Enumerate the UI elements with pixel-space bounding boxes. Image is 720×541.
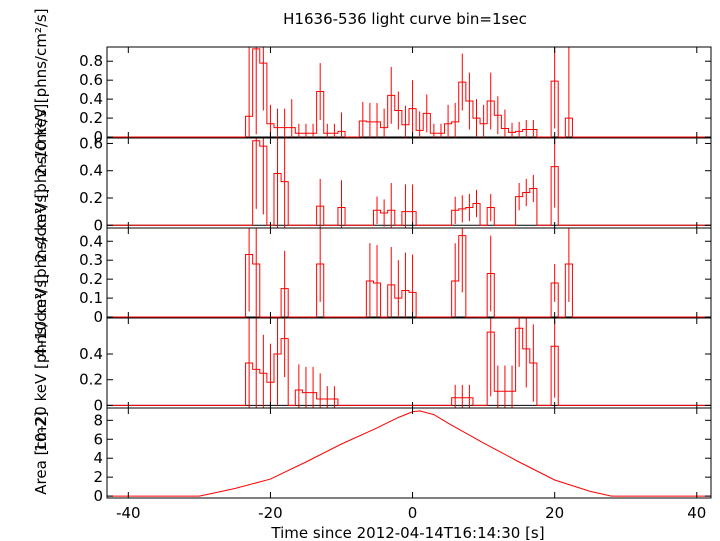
y-tick-label: 2 xyxy=(93,468,103,486)
panel-3: 0 0.2 0.4 10–20 keV [phns/cm²/s] xyxy=(32,274,712,452)
area-curve xyxy=(107,410,711,497)
x-tick-label: 20 xyxy=(545,504,564,522)
panel-data xyxy=(107,318,711,408)
panel-data xyxy=(107,47,711,138)
y-tick-label: 0.4 xyxy=(79,232,103,250)
y-tick-label: 0.3 xyxy=(79,251,103,269)
panel-frame xyxy=(106,407,712,499)
y-axis-label: 4–10 keV [phns/cm²/s] xyxy=(32,189,50,357)
panel-data xyxy=(107,228,711,318)
y-tick-label: 8 xyxy=(93,411,103,429)
y-tick-label: 0 xyxy=(93,216,103,234)
panel-2: 00.10.20.30.44–10 keV [phns/cm²/s] xyxy=(32,189,712,357)
y-tick-label: 0 xyxy=(93,487,103,505)
y-axis-label: 2–4 keV [phns/cm²/s] xyxy=(32,104,50,263)
series-step xyxy=(107,140,711,226)
x-axis-label: Time since 2012-04-14T16:14:30 [s] xyxy=(270,524,544,541)
series-step xyxy=(107,48,711,138)
panel-frame xyxy=(106,137,712,229)
x-tick-label: -40 xyxy=(116,504,141,522)
chart-title: H1636-536 light curve bin=1sec xyxy=(283,10,527,28)
series-step xyxy=(107,235,711,318)
x-tick-label: -20 xyxy=(258,504,283,522)
y-axis-label: Area [cm2] xyxy=(32,411,50,494)
y-tick-label: 0.8 xyxy=(79,52,103,70)
x-tick-label: 0 xyxy=(408,504,418,522)
y-tick-label: 0.2 xyxy=(79,270,103,288)
y-axis-label: 2–10 keV [phns/cm²/s] xyxy=(32,8,50,176)
y-tick-label: 6 xyxy=(93,430,103,448)
y-tick-label: 0.6 xyxy=(79,134,103,152)
y-tick-label: 0.4 xyxy=(79,162,103,180)
y-tick-label: 0.6 xyxy=(79,71,103,89)
y-tick-label: 0 xyxy=(93,396,103,414)
panel-frame xyxy=(106,227,712,319)
y-tick-label: 0.4 xyxy=(79,90,103,108)
panel-frame xyxy=(106,317,712,409)
panel-1: 00.20.40.62–4 keV [phns/cm²/s] xyxy=(32,104,712,263)
y-tick-label: 0.4 xyxy=(79,345,103,363)
series-step xyxy=(107,327,711,406)
chart-panels: 00.20.40.60.82–10 keV [phns/cm²/s]00.20.… xyxy=(32,8,712,522)
panel-0: 00.20.40.60.82–10 keV [phns/cm²/s] xyxy=(32,8,712,177)
y-tick-label: 0 xyxy=(93,128,103,146)
y-tick-label: 0.2 xyxy=(79,109,103,127)
y-tick-label: 0.1 xyxy=(79,289,103,307)
y-tick-label: 0.2 xyxy=(79,189,103,207)
y-axis-label: 10–20 keV [phns/cm²/s] xyxy=(32,274,50,452)
panel-data xyxy=(107,138,711,228)
y-tick-label: 4 xyxy=(93,449,103,467)
panel-data xyxy=(107,410,711,497)
y-tick-label: 0 xyxy=(93,308,103,326)
y-tick-label: 0.2 xyxy=(79,371,103,389)
x-tick-label: 40 xyxy=(687,504,706,522)
